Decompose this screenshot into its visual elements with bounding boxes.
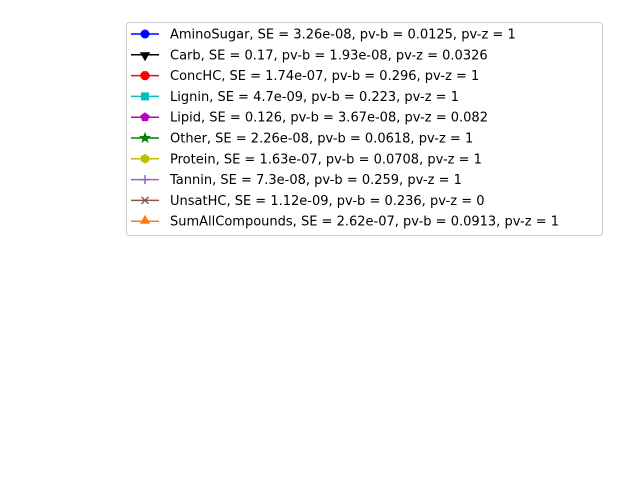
legend-label: SumAllCompounds, SE = 2.62e-07, pv-b = 0…	[170, 215, 559, 230]
legend-frame	[126, 22, 603, 236]
legend-entry: ConcHC, SE = 1.74e-07, pv-b = 0.296, pv-…	[131, 69, 479, 84]
legend-marker-plus	[140, 175, 150, 185]
legend-entry: UnsatHC, SE = 1.12e-09, pv-b = 0.236, pv…	[131, 194, 485, 209]
legend-entry: Lipid, SE = 0.126, pv-b = 3.67e-08, pv-z…	[131, 111, 488, 126]
legend-entry: AminoSugar, SE = 3.26e-08, pv-b = 0.0125…	[131, 28, 516, 43]
legend-label: Lignin, SE = 4.7e-09, pv-b = 0.223, pv-z…	[170, 90, 459, 105]
legend-entry: SumAllCompounds, SE = 2.62e-07, pv-b = 0…	[131, 214, 559, 230]
legend-entry: Carb, SE = 0.17, pv-b = 1.93e-08, pv-z =…	[131, 48, 488, 63]
legend-label: AminoSugar, SE = 3.26e-08, pv-b = 0.0125…	[170, 28, 516, 43]
legend-marker-octagon	[140, 71, 150, 81]
legend-label: Carb, SE = 0.17, pv-b = 1.93e-08, pv-z =…	[170, 48, 488, 63]
legend-entry: Lignin, SE = 4.7e-09, pv-b = 0.223, pv-z…	[131, 90, 459, 105]
legend-marker-circle	[140, 29, 150, 39]
legend-label: UnsatHC, SE = 1.12e-09, pv-b = 0.236, pv…	[170, 194, 485, 209]
legend-entry: Protein, SE = 1.63e-07, pv-b = 0.0708, p…	[131, 152, 482, 167]
legend-marker-hexagon	[140, 153, 150, 164]
legend: AminoSugar, SE = 3.26e-08, pv-b = 0.0125…	[126, 22, 603, 236]
legend-marker-triangle-down	[139, 52, 151, 62]
legend-label: Other, SE = 2.26e-08, pv-b = 0.0618, pv-…	[170, 132, 473, 147]
legend-entry: Other, SE = 2.26e-08, pv-b = 0.0618, pv-…	[131, 132, 473, 147]
legend-label: Protein, SE = 1.63e-07, pv-b = 0.0708, p…	[170, 152, 482, 167]
legend-marker-square	[141, 92, 149, 101]
legend-label: Tannin, SE = 7.3e-08, pv-b = 0.259, pv-z…	[169, 173, 462, 188]
legend-marker-x	[140, 196, 150, 205]
legend-marker-triangle-up	[139, 214, 151, 224]
legend-entry: Tannin, SE = 7.3e-08, pv-b = 0.259, pv-z…	[131, 173, 462, 188]
legend-label: Lipid, SE = 0.126, pv-b = 3.67e-08, pv-z…	[170, 111, 488, 126]
legend-marker-star	[139, 131, 151, 144]
legend-label: ConcHC, SE = 1.74e-07, pv-b = 0.296, pv-…	[170, 69, 479, 84]
legend-marker-pentagon	[140, 112, 150, 122]
